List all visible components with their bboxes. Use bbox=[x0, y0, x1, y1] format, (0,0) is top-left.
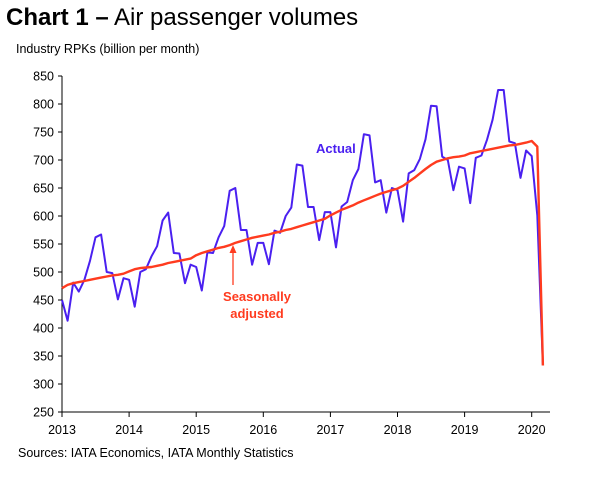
y-tick-label: 750 bbox=[33, 126, 54, 140]
annotation-arrow-head bbox=[229, 245, 237, 253]
y-tick-label: 350 bbox=[33, 350, 54, 364]
y-tick-label: 400 bbox=[33, 322, 54, 336]
x-tick-label: 2020 bbox=[518, 423, 546, 437]
y-axis-label: Industry RPKs (billion per month) bbox=[16, 42, 200, 56]
axes bbox=[61, 76, 550, 413]
y-tick-label: 250 bbox=[33, 406, 54, 420]
y-tick-label: 850 bbox=[33, 70, 54, 84]
series-line-actual bbox=[61, 89, 544, 366]
series-line-seasonal bbox=[61, 139, 545, 366]
y-tick-label: 300 bbox=[33, 378, 54, 392]
y-tick-label: 650 bbox=[33, 182, 54, 196]
chart-title: Chart 1 – Air passenger volumes bbox=[6, 4, 358, 32]
x-tick-label: 2019 bbox=[451, 423, 479, 437]
y-tick-label: 500 bbox=[33, 266, 54, 280]
annotation-actual: Actual bbox=[316, 141, 356, 156]
y-tick-label: 550 bbox=[33, 238, 54, 252]
y-axis-ticks: 250 300 350 400 450 500 550 600 650 700 750 800 850 bbox=[33, 70, 62, 420]
x-tick-label: 2017 bbox=[316, 423, 344, 437]
y-tick-label: 800 bbox=[33, 98, 54, 112]
series-lines bbox=[61, 89, 545, 366]
x-tick-label: 2016 bbox=[249, 423, 277, 437]
x-axis-ticks: 2013 2014 2015 2016 2017 2018 2019 2020 bbox=[48, 412, 546, 437]
annotation-seasonal-line1: Seasonally bbox=[223, 289, 292, 304]
y-tick-label: 600 bbox=[33, 210, 54, 224]
annotation-seasonal-line2: adjusted bbox=[230, 306, 284, 321]
chart-title-text: Air passenger volumes bbox=[114, 4, 359, 31]
annotations: Actual Seasonally adjusted bbox=[223, 141, 356, 321]
x-tick-label: 2013 bbox=[48, 423, 76, 437]
x-tick-label: 2015 bbox=[182, 423, 210, 437]
y-tick-label: 700 bbox=[33, 154, 54, 168]
source-note: Sources: IATA Economics, IATA Monthly St… bbox=[18, 446, 294, 460]
x-tick-label: 2018 bbox=[384, 423, 412, 437]
chart-title-number: Chart 1 – bbox=[6, 4, 109, 31]
x-tick-label: 2014 bbox=[115, 423, 143, 437]
y-tick-label: 450 bbox=[33, 294, 54, 308]
